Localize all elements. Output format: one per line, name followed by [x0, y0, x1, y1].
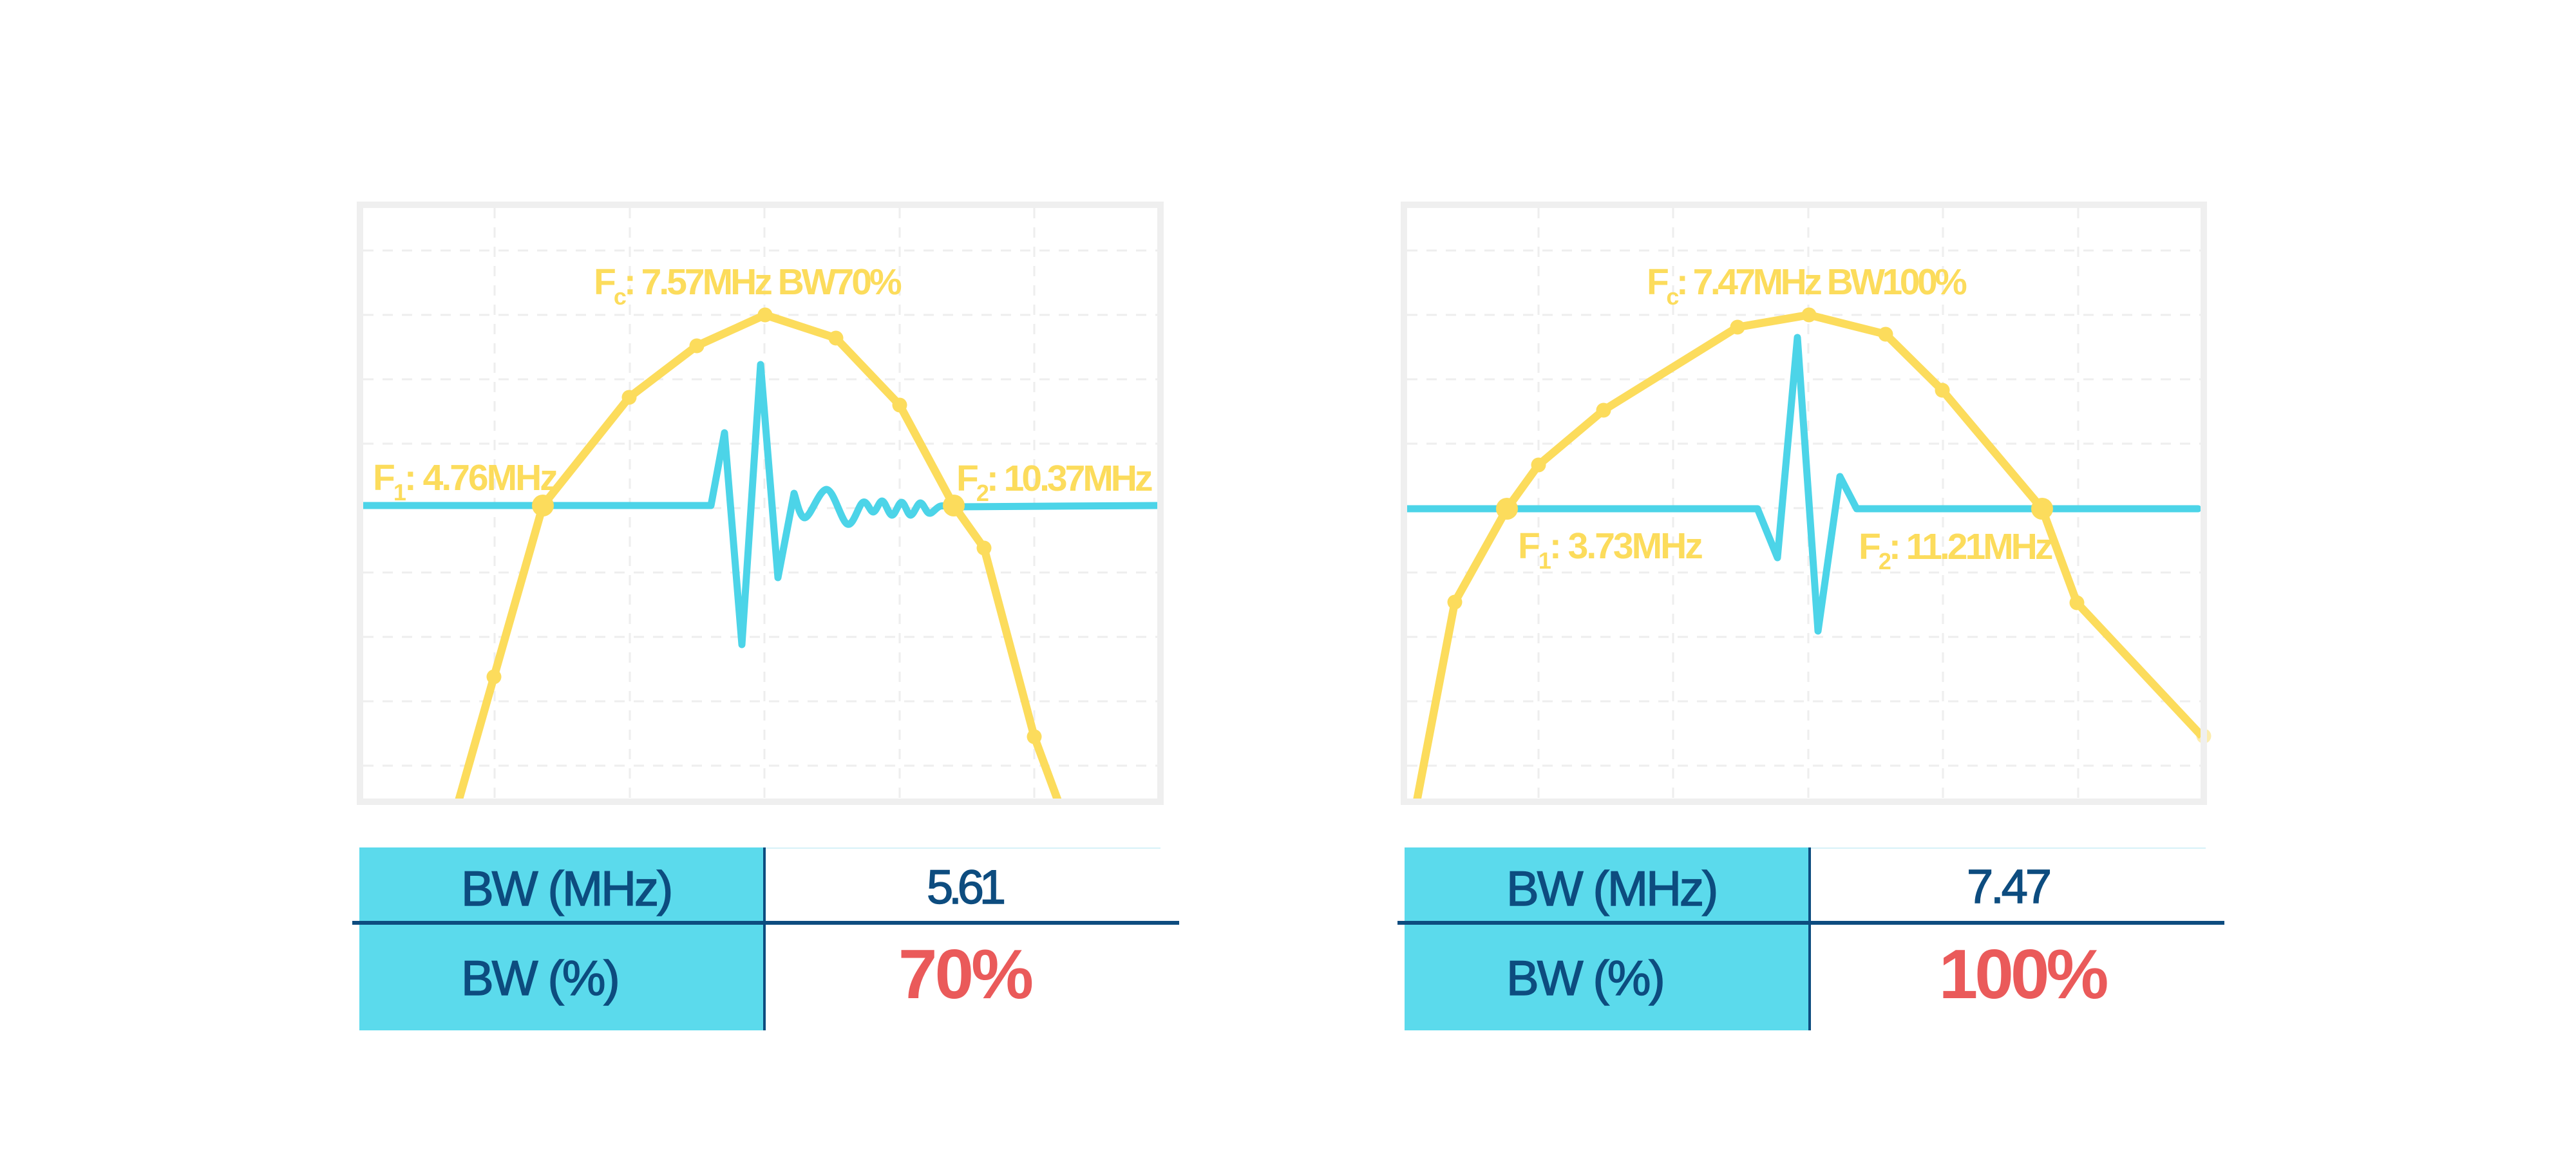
svg-text:Fc: 7.47MHz BW100%: Fc: 7.47MHz BW100%: [1647, 261, 1967, 310]
svg-text:F2: 11.21MHz: F2: 11.21MHz: [1859, 526, 2052, 574]
svg-text:BW (MHz): BW (MHz): [461, 862, 671, 916]
svg-text:BW (MHz): BW (MHz): [1506, 862, 1716, 916]
svg-text:F1: 4.76MHz: F1: 4.76MHz: [373, 457, 557, 506]
svg-text:F2: 10.37MHz: F2: 10.37MHz: [956, 458, 1152, 506]
svg-text:BW (%): BW (%): [1506, 951, 1663, 1006]
svg-text:7.47: 7.47: [1967, 860, 2050, 913]
svg-text:70%: 70%: [898, 935, 1032, 1014]
svg-text:100%: 100%: [1939, 935, 2108, 1014]
svg-text:5.61: 5.61: [927, 860, 1004, 914]
svg-text:Fc: 7.57MHz BW70%: Fc: 7.57MHz BW70%: [594, 261, 902, 310]
svg-text:F1: 3.73MHz: F1: 3.73MHz: [1518, 525, 1702, 574]
svg-text:BW (%): BW (%): [461, 951, 618, 1006]
